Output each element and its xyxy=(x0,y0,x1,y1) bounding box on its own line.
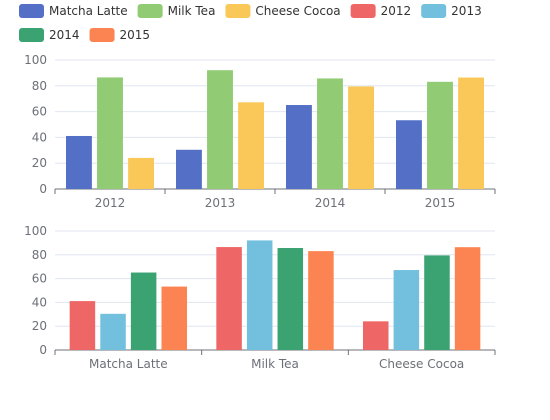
y-tick-label: 40 xyxy=(32,295,47,309)
legend-item-2013[interactable]: 2013 xyxy=(421,4,482,18)
legend-item-2015[interactable]: 2015 xyxy=(89,28,151,42)
y-tick-label: 80 xyxy=(32,248,47,262)
bar-matcha-latte-2015[interactable] xyxy=(396,120,422,189)
legend-label: 2015 xyxy=(120,28,151,42)
legend-item-2012[interactable]: 2012 xyxy=(350,4,412,18)
legend-swatch xyxy=(19,28,44,42)
x-tick-label: Cheese Cocoa xyxy=(379,357,464,371)
legend-swatch xyxy=(225,4,251,18)
legend-swatch xyxy=(350,4,376,18)
legend-label: 2014 xyxy=(49,28,80,42)
legend-item-matcha-latte[interactable]: Matcha Latte xyxy=(19,4,128,18)
legend-label: Matcha Latte xyxy=(49,4,128,18)
bar-milk-tea-2014[interactable] xyxy=(317,78,343,189)
y-tick-label: 60 xyxy=(32,105,47,119)
bar-matcha-latte-2014[interactable] xyxy=(286,105,312,189)
bar-milk-tea-2012[interactable] xyxy=(97,77,123,189)
y-tick-label: 20 xyxy=(32,156,47,170)
bar-2012-cheese-cocoa[interactable] xyxy=(363,321,389,350)
legend: Matcha Latte Milk Tea Cheese Cocoa 2012 2013… xyxy=(19,4,482,42)
y-tick-label: 0 xyxy=(39,182,47,196)
legend-swatch xyxy=(421,4,447,18)
bar-2013-milk-tea[interactable] xyxy=(246,240,273,350)
legend-label: Milk Tea xyxy=(168,4,216,18)
bar-milk-tea-2015[interactable] xyxy=(427,81,453,189)
y-tick-label: 20 xyxy=(32,319,47,333)
x-tick-label: 2013 xyxy=(205,196,236,210)
bar-2015-cheese-cocoa[interactable] xyxy=(454,247,481,350)
bar-2014-milk-tea[interactable] xyxy=(277,248,304,350)
bar-matcha-latte-2013[interactable] xyxy=(176,149,202,189)
legend-swatch xyxy=(19,4,44,18)
bar-cheese-cocoa-2013[interactable] xyxy=(238,102,264,189)
y-tick-label: 0 xyxy=(39,343,47,357)
top-bar-chart: 0 20 40 60 80 100 2012 2013 2014 2015 xyxy=(24,53,496,210)
bar-2015-milk-tea[interactable] xyxy=(308,251,334,350)
bar-cheese-cocoa-2015[interactable] xyxy=(458,77,484,189)
bar-cheese-cocoa-2012[interactable] xyxy=(128,157,154,189)
legend-label: 2013 xyxy=(451,4,482,18)
y-tick-label: 100 xyxy=(24,224,47,238)
legend-label: Cheese Cocoa xyxy=(255,4,340,18)
bottom-bar-chart: 0 20 40 60 80 100 Matcha Latte Milk Tea Cheese C… xyxy=(24,224,496,371)
x-tick-label: Milk Tea xyxy=(251,357,299,371)
legend-label: 2012 xyxy=(381,4,412,18)
y-tick-label: 100 xyxy=(24,53,47,67)
bar-2012-milk-tea[interactable] xyxy=(216,247,242,350)
legend-swatch xyxy=(89,28,115,42)
bar-2014-cheese-cocoa[interactable] xyxy=(424,255,450,350)
legend-item-2014[interactable]: 2014 xyxy=(19,28,80,42)
bar-milk-tea-2013[interactable] xyxy=(207,70,233,189)
bar-2014-matcha-latte[interactable] xyxy=(130,272,157,350)
bar-cheese-cocoa-2014[interactable] xyxy=(348,86,374,189)
y-tick-label: 40 xyxy=(32,130,47,144)
x-tick-label: 2015 xyxy=(425,196,456,210)
legend-item-cheese-cocoa[interactable]: Cheese Cocoa xyxy=(225,4,341,18)
y-tick-label: 60 xyxy=(32,272,47,286)
x-tick-label: Matcha Latte xyxy=(89,357,168,371)
bar-2013-cheese-cocoa[interactable] xyxy=(393,270,420,350)
bar-matcha-latte-2012[interactable] xyxy=(66,135,92,189)
bar-2015-matcha-latte[interactable] xyxy=(161,286,187,350)
bar-2013-matcha-latte[interactable] xyxy=(100,313,126,350)
y-tick-label: 80 xyxy=(32,79,47,93)
legend-item-milk-tea[interactable]: Milk Tea xyxy=(137,4,216,18)
legend-swatch xyxy=(137,4,163,18)
x-tick-label: 2014 xyxy=(315,196,346,210)
x-tick-label: 2012 xyxy=(95,196,126,210)
bar-2012-matcha-latte[interactable] xyxy=(69,301,96,350)
